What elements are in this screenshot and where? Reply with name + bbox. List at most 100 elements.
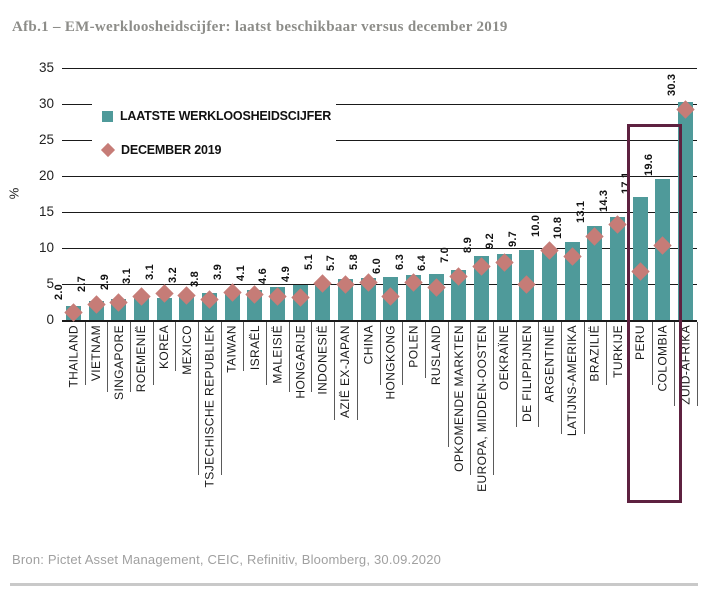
category-label-TSJECHISCHE REPUBLIEK: TSJECHISCHE REPUBLIEK <box>202 325 217 488</box>
legend-diamond-swatch <box>100 142 116 158</box>
category-tick <box>243 322 245 372</box>
bar-value-label-AZIË EX-JAPAN: 5.7 <box>325 255 338 271</box>
category-tick <box>560 322 562 434</box>
category-label-KOREA: KOREA <box>157 325 172 370</box>
bar-value-label-SINGAPORE: 2.9 <box>98 273 111 290</box>
category-tick <box>356 322 358 420</box>
category-tick <box>515 322 517 427</box>
bar-ROEMENIË <box>133 297 149 320</box>
bar-value-label-ZUID-AFRIKA: 30.3 <box>665 73 678 97</box>
category-tick <box>288 322 290 393</box>
category-label-CHINA: CHINA <box>361 325 376 365</box>
bar-KOREA <box>156 297 172 320</box>
category-tick <box>697 322 698 406</box>
category-label-INDONESIË: INDONESIË <box>315 325 330 395</box>
category-label-ISRAËL: ISRAËL <box>247 325 262 371</box>
bar-value-label-ARGENTINIË: 10.0 <box>529 214 542 238</box>
gridline-10 <box>62 248 697 249</box>
bar-value-label-OEKRAÏNE: 9.2 <box>484 233 497 250</box>
category-label-TURKIJE: TURKIJE <box>610 325 625 378</box>
category-tick <box>674 322 676 406</box>
gridline-0 <box>62 320 697 322</box>
y-axis-label: % <box>6 187 22 200</box>
category-label-MEXICO: MEXICO <box>179 325 194 375</box>
gridline-25 <box>62 140 697 141</box>
category-tick <box>470 322 472 475</box>
category-label-BRAZILIË: BRAZILIË <box>587 325 602 382</box>
bar-value-label-LATIJNS-AMERIKA: 10.8 <box>552 217 565 240</box>
category-label-SINGAPORE: SINGAPORE <box>111 325 126 400</box>
y-tick-label-30: 30 <box>38 96 54 111</box>
bar-value-label-BRAZILIË: 13.1 <box>574 200 587 223</box>
figure-title: Afb.1 – EM-werkloosheidscijfer: laatst b… <box>12 19 508 35</box>
category-tick <box>379 322 381 386</box>
bar-value-label-EUROPA, MIDDEN-OOSTEN: 8.9 <box>461 237 474 253</box>
bar-value-label-DE FILIPPIJNEN: 9.7 <box>506 231 519 248</box>
category-tick <box>311 322 313 393</box>
category-label-POLEN: POLEN <box>406 325 421 368</box>
y-tick-label-25: 25 <box>38 132 54 147</box>
category-tick <box>198 322 200 475</box>
bar-value-label-POLEN: 6.3 <box>393 253 406 270</box>
bar-value-label-TSJECHISCHE REPUBLIEK: 3.8 <box>189 270 202 287</box>
highlight-box <box>626 124 683 503</box>
bar-value-label-ROEMENIË: 3.1 <box>121 268 134 284</box>
category-tick <box>334 322 336 420</box>
category-tick <box>447 322 449 448</box>
legend-item-latest: LAATSTE WERKLOOSHEIDSCIJFER <box>102 109 336 123</box>
legend-square-swatch <box>102 110 113 122</box>
category-label-OPKOMENDE MARKTEN: OPKOMENDE MARKTEN <box>451 325 466 472</box>
gridline-5 <box>62 284 697 285</box>
category-tick <box>84 322 86 386</box>
category-tick <box>583 322 585 434</box>
category-tick <box>175 322 177 372</box>
legend-label-dec2019: DECEMBER 2019 <box>121 143 222 157</box>
category-label-HONGARIJE: HONGARIJE <box>293 325 308 399</box>
category-label-THAILAND: THAILAND <box>66 325 81 388</box>
bar-value-label-MEXICO: 3.2 <box>166 266 179 283</box>
y-tick-label-20: 20 <box>38 168 54 183</box>
category-tick <box>152 322 154 386</box>
bar-value-label-INDONESIË: 5.1 <box>302 254 315 271</box>
bar-value-label-OPKOMENDE MARKTEN: 7.0 <box>438 247 451 264</box>
bar-value-label-ISRAËL: 4.1 <box>234 265 247 282</box>
bottom-divider <box>10 583 698 586</box>
category-tick <box>266 322 268 386</box>
category-label-TAIWAN: TAIWAN <box>225 325 240 373</box>
bar-value-label-MALEISIË: 4.6 <box>257 267 270 284</box>
y-tick-label-35: 35 <box>38 60 54 75</box>
bar-CHINA <box>360 278 376 320</box>
bar-MEXICO <box>179 296 195 320</box>
category-tick <box>402 322 404 386</box>
category-label-VIETNAM: VIETNAM <box>89 325 104 382</box>
gridline-15 <box>62 212 697 213</box>
y-tick-label-15: 15 <box>38 204 54 219</box>
category-label-RUSLAND: RUSLAND <box>429 325 444 386</box>
category-tick <box>651 322 653 386</box>
category-tick <box>220 322 222 475</box>
y-tick-label-10: 10 <box>38 240 54 255</box>
bar-OEKRAÏNE <box>496 253 512 320</box>
bar-PERU <box>632 196 648 320</box>
bar-value-label-VIETNAM: 2.7 <box>76 275 89 292</box>
category-tick <box>492 322 494 475</box>
bar-TAIWAN <box>224 291 240 320</box>
bar-ARGENTINIË <box>542 248 558 320</box>
bar-value-label-THAILAND: 2.0 <box>53 283 66 300</box>
gridline-20 <box>62 176 697 177</box>
bar-value-label-TAIWAN: 3.9 <box>212 263 225 280</box>
category-label-AZIË EX-JAPAN: AZIË EX-JAPAN <box>338 325 353 418</box>
bar-value-label-HONGKONG: 6.0 <box>370 257 383 274</box>
category-tick <box>538 322 540 427</box>
bar-TURKIJE <box>610 217 626 320</box>
gridline-35 <box>62 68 697 69</box>
source-note: Bron: Pictet Asset Management, CEIC, Ref… <box>12 552 442 567</box>
category-tick <box>606 322 608 386</box>
category-tick <box>424 322 426 379</box>
category-label-OEKRAÏNE: OEKRAÏNE <box>497 325 512 391</box>
chart-plot: LAATSTE WERKLOOSHEIDSCIJFER DECEMBER 201… <box>6 60 698 503</box>
category-label-EUROPA, MIDDEN-OOSTEN: EUROPA, MIDDEN-OOSTEN <box>474 325 489 492</box>
category-tick <box>130 322 132 393</box>
category-label-HONGKONG: HONGKONG <box>383 325 398 400</box>
category-tick <box>107 322 109 393</box>
